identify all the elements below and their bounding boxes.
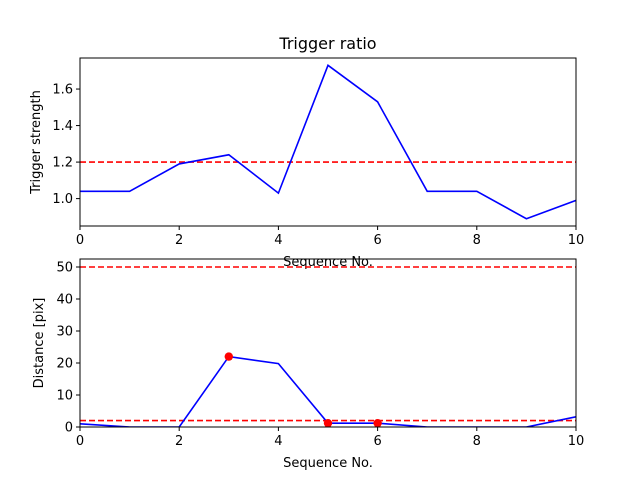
chart2-y-tick-label-1: 10 — [56, 389, 73, 404]
chart2-y-tick-label-3: 30 — [56, 325, 73, 340]
chart2-marker-1 — [323, 418, 333, 428]
chart1-series-line-0 — [80, 64, 576, 220]
chart2-y-tick-label-4: 40 — [56, 293, 73, 308]
chart2-x-tick-label-2: 4 — [274, 434, 282, 449]
chart2-x-tick-label-3: 6 — [373, 434, 381, 449]
chart2-x-tick-label-1: 2 — [175, 434, 183, 449]
chart1-x-tick-label-1: 2 — [175, 233, 183, 248]
chart1-y-tick-label-0: 1.0 — [52, 192, 73, 207]
chart2-axes: 0 2 4 6 8 10 0 10 20 30 40 50 — [56, 258, 585, 449]
chart2-y-tick-label-0: 0 — [65, 421, 73, 436]
chart1-x-tick-label-0: 0 — [76, 233, 84, 248]
chart2-y-tick-label-2: 20 — [56, 357, 73, 372]
chart1-x-tick-label-4: 8 — [473, 233, 481, 248]
chart1-frame — [79, 57, 577, 227]
chart1-y-tick-label-3: 1.6 — [52, 83, 73, 98]
chart1-axes: 0 2 4 6 8 10 1.0 1.2 1.4 1.6 — [52, 57, 585, 248]
chart2-x-axis-label: Sequence No. — [283, 456, 373, 471]
chart2-x-tick-label-4: 8 — [473, 434, 481, 449]
chart1-y-tick-label-2: 1.4 — [52, 119, 73, 134]
chart2-plot-area — [80, 266, 576, 428]
chart1-x-tick-label-5: 10 — [568, 233, 585, 248]
chart1-y-tick-label-1: 1.2 — [52, 156, 73, 171]
chart2-y-tick-label-5: 50 — [56, 261, 73, 276]
chart2-frame — [79, 258, 577, 428]
chart2-series-line-0 — [80, 355, 576, 427]
chart1-y-axis-label: Trigger strength — [29, 90, 44, 195]
chart2-marker-0 — [224, 352, 233, 361]
chart2-y-axis-label: Distance [pix] — [32, 298, 47, 389]
chart2-x-tick-label-0: 0 — [76, 434, 84, 449]
chart2-x-tick-label-5: 10 — [568, 434, 585, 449]
chart1-title: Trigger ratio — [278, 34, 376, 53]
chart1-x-tick-label-2: 4 — [274, 233, 282, 248]
chart1-x-tick-label-3: 6 — [373, 233, 381, 248]
chart2-marker-2 — [373, 418, 382, 428]
chart1-plot-area — [80, 64, 576, 220]
